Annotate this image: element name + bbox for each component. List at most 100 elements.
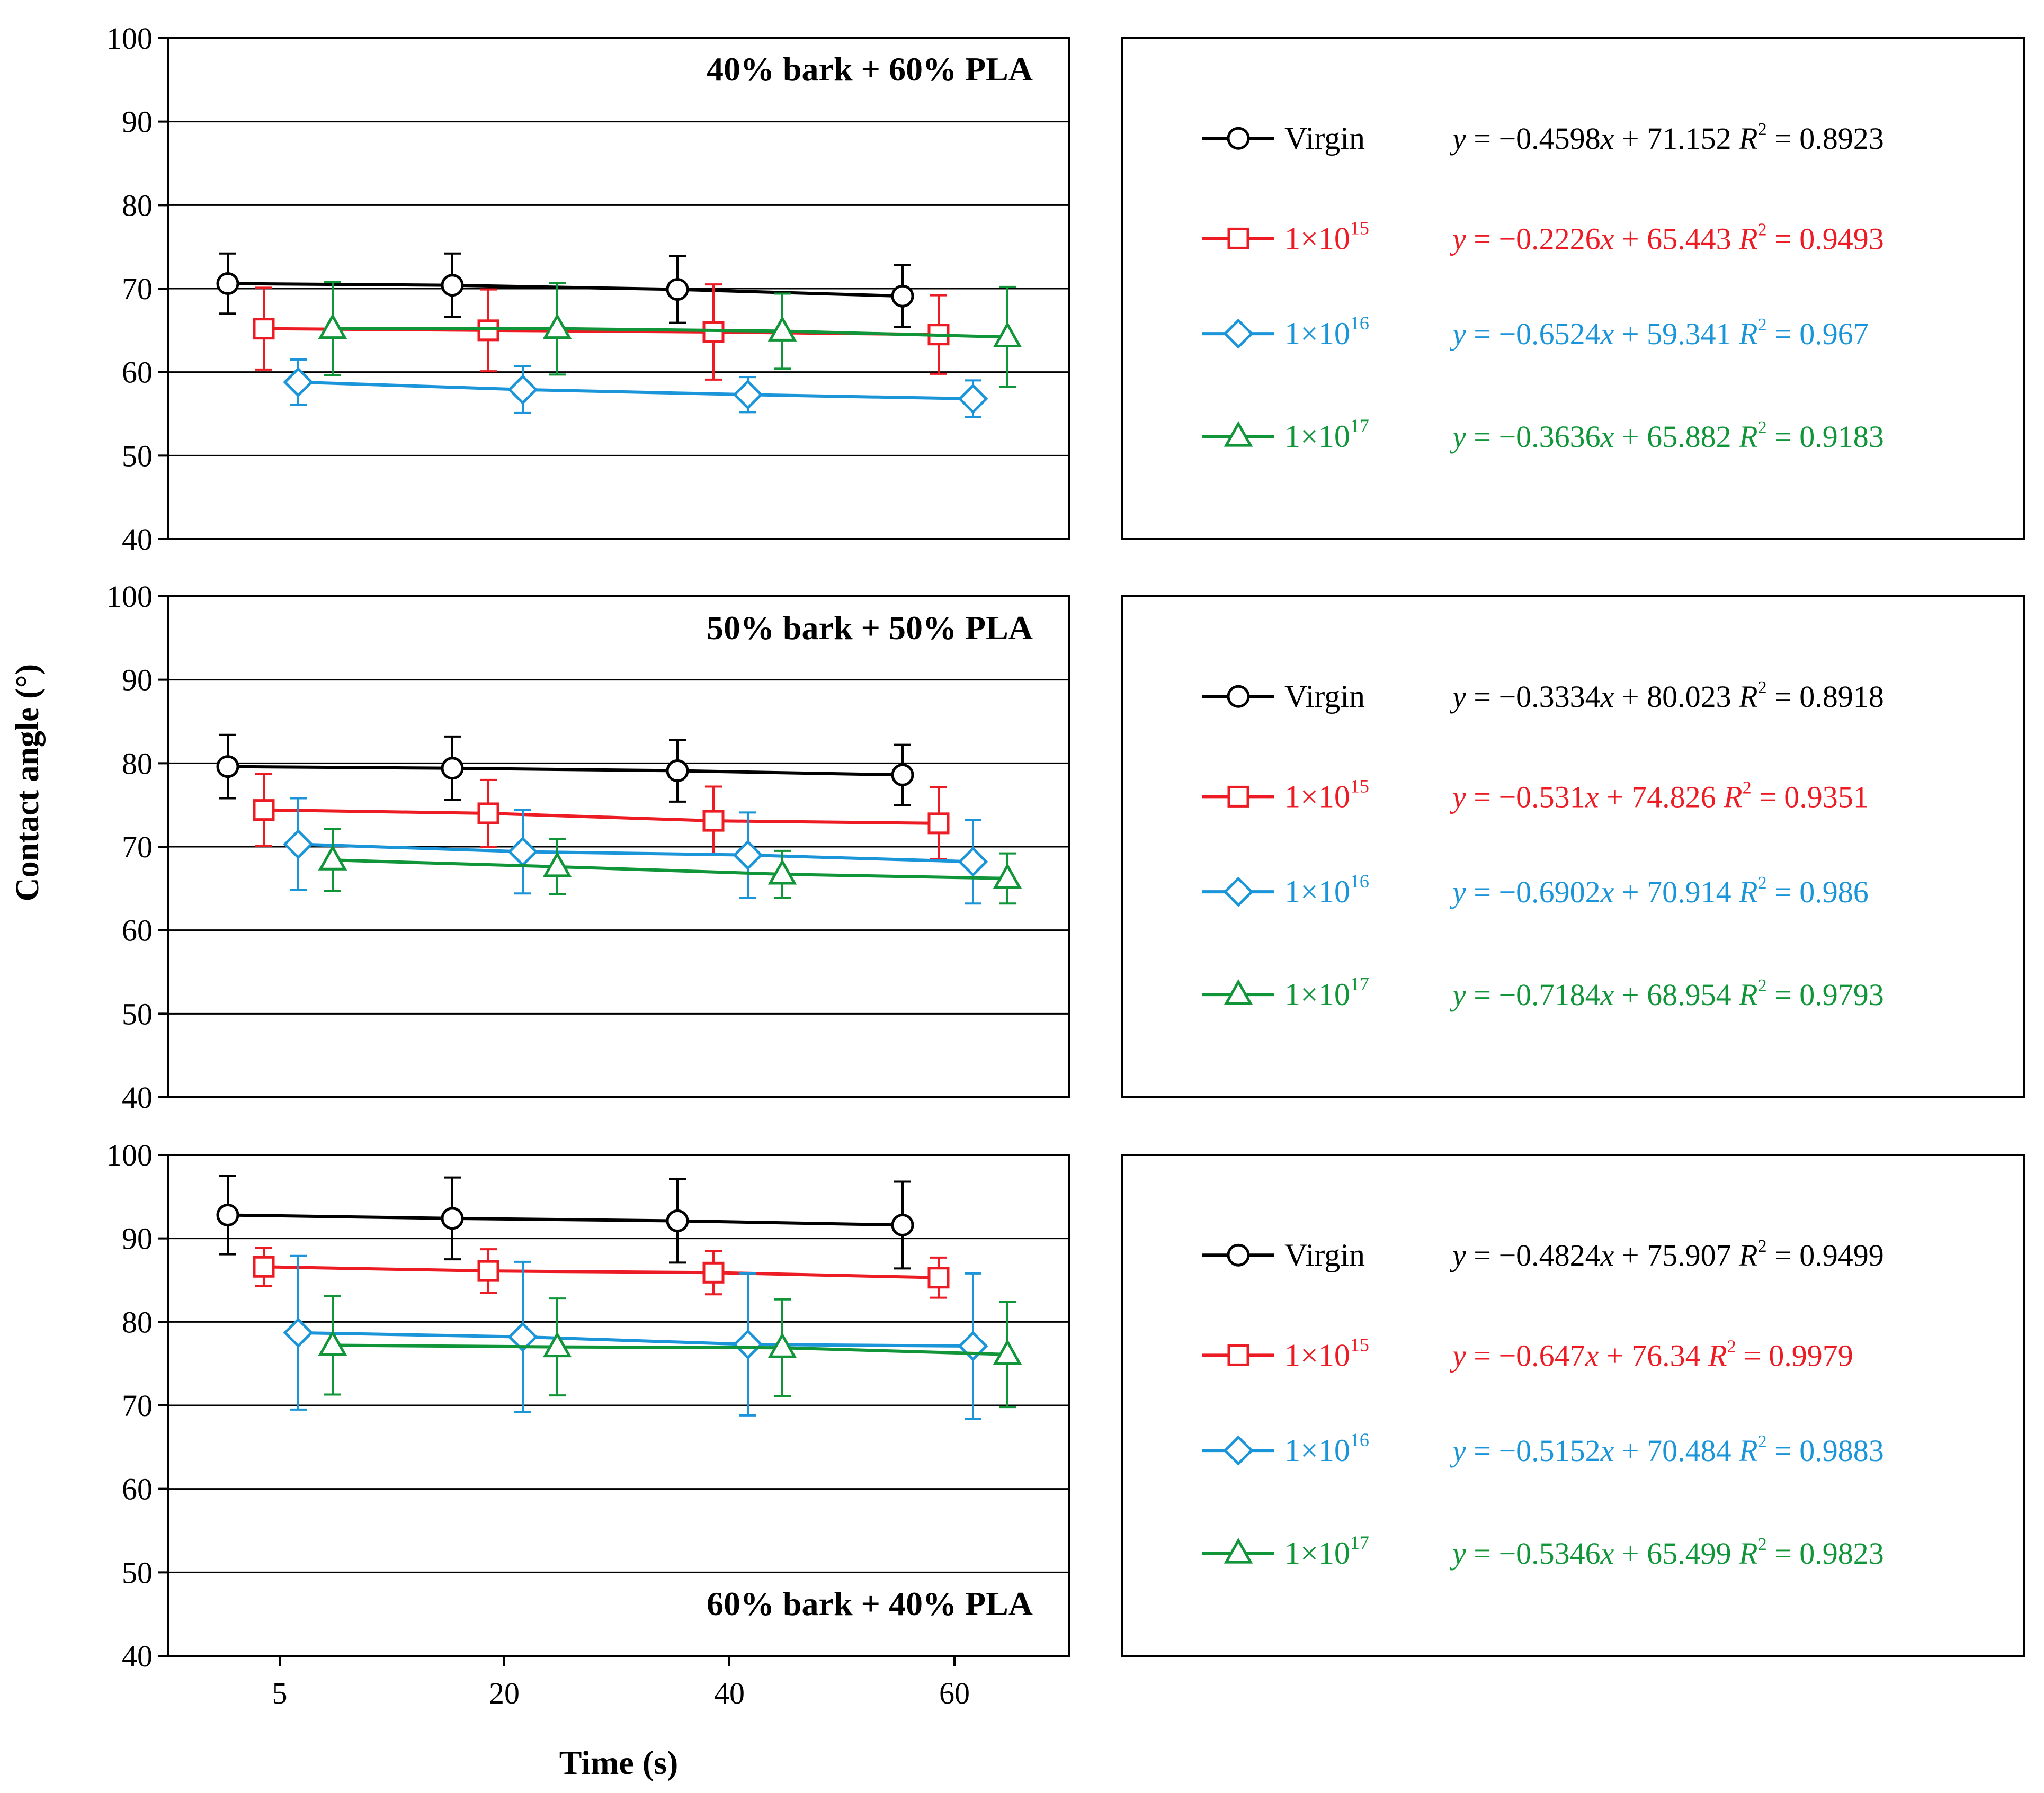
equation-part: 2 bbox=[1758, 1236, 1767, 1256]
panel-title: 60% bark + 40% PLA bbox=[707, 1585, 1033, 1622]
equation-part: = 0.9183 bbox=[1767, 419, 1884, 454]
legend-marker bbox=[1227, 1243, 1250, 1267]
equation-part: R bbox=[1738, 679, 1757, 714]
data-point bbox=[993, 863, 1022, 889]
legend-label-base: Virgin bbox=[1284, 679, 1365, 714]
equation-part: = 0.9493 bbox=[1767, 221, 1884, 256]
equation-part: y bbox=[1450, 1433, 1466, 1468]
equation-part: = 0.9883 bbox=[1767, 1433, 1884, 1468]
legend-frame bbox=[1121, 1154, 2025, 1657]
equation-part: = −0.3636 bbox=[1466, 419, 1601, 454]
y-tick-label: 100 bbox=[106, 579, 153, 614]
legend-label-exponent: 17 bbox=[1350, 1532, 1369, 1553]
panel-title: 40% bark + 60% PLA bbox=[707, 50, 1033, 88]
equation-part: = −0.5152 bbox=[1466, 1433, 1601, 1468]
data-point bbox=[958, 846, 988, 877]
data-point bbox=[441, 1207, 464, 1230]
legend-label-base: 1×10 bbox=[1284, 1433, 1350, 1468]
equation-part: = 0.8918 bbox=[1767, 679, 1884, 714]
equation-part: y bbox=[1450, 679, 1466, 714]
equation-part: + 68.954 bbox=[1614, 978, 1739, 1012]
data-point bbox=[318, 845, 347, 871]
regression-equation: y = −0.6524x + 59.341 R2 = 0.967 bbox=[1450, 315, 1869, 351]
legend-marker bbox=[1227, 685, 1250, 708]
legend-label-exponent: 15 bbox=[1350, 1334, 1369, 1355]
equation-part: y bbox=[1450, 1238, 1466, 1272]
series-1e16 bbox=[283, 358, 988, 418]
legend-label: Virgin bbox=[1284, 1238, 1365, 1272]
data-point bbox=[891, 1213, 914, 1236]
series-1e16 bbox=[283, 1254, 988, 1420]
equation-part: = 0.9499 bbox=[1767, 1238, 1884, 1272]
series-line bbox=[298, 1331, 974, 1348]
equation-part: = 0.9351 bbox=[1752, 779, 1869, 814]
data-point bbox=[702, 1261, 725, 1284]
equation-part: R bbox=[1738, 1433, 1757, 1468]
legend-panel-3: Virgin y = −0.4824x + 75.907 R2 = 0.94991… bbox=[1121, 1154, 2025, 1657]
equation-part: = 0.8923 bbox=[1767, 121, 1884, 156]
legend-label-exponent: 16 bbox=[1350, 1429, 1369, 1450]
equation-part: = 0.9823 bbox=[1767, 1536, 1884, 1571]
data-point bbox=[507, 374, 538, 405]
series-Virgin bbox=[216, 733, 914, 806]
chart-panel-2: 40 50 60 70 80 90 100 50% bark + 50% PLA bbox=[106, 579, 1070, 1115]
equation-part: y bbox=[1450, 1536, 1466, 1571]
equation-part: + 59.341 bbox=[1614, 317, 1739, 351]
regression-equation: y = −0.647x + 76.34 R2 = 0.9979 bbox=[1450, 1337, 1853, 1373]
data-point bbox=[253, 799, 275, 821]
equation-part: x bbox=[1600, 221, 1614, 256]
y-tick-label: 90 bbox=[122, 105, 153, 139]
y-tick-label: 80 bbox=[122, 746, 153, 781]
data-point bbox=[283, 1317, 314, 1348]
series-line bbox=[263, 808, 939, 825]
x-tick-label: 40 bbox=[714, 1676, 745, 1710]
equation-part: 2 bbox=[1743, 778, 1752, 797]
series-line bbox=[227, 765, 903, 777]
y-tick-label: 100 bbox=[106, 21, 153, 56]
equation-part: 2 bbox=[1727, 1337, 1736, 1356]
data-point bbox=[216, 272, 239, 295]
equation-part: y bbox=[1450, 978, 1466, 1012]
data-point bbox=[993, 1339, 1022, 1365]
x-tick-label: 5 bbox=[272, 1676, 288, 1710]
legend-marker bbox=[1227, 1344, 1249, 1366]
legend-label: 1×1017 bbox=[1284, 415, 1369, 454]
regression-equation: y = −0.5152x + 70.484 R2 = 0.9883 bbox=[1450, 1432, 1884, 1468]
equation-part: R bbox=[1723, 779, 1742, 814]
y-tick-label: 50 bbox=[122, 997, 153, 1031]
legend-label-base: 1×10 bbox=[1284, 874, 1350, 909]
series-line bbox=[227, 1213, 903, 1227]
data-point bbox=[767, 316, 797, 342]
equation-part: R bbox=[1708, 1338, 1727, 1373]
equation-part: x bbox=[1600, 317, 1614, 351]
legend-marker bbox=[1223, 1435, 1254, 1466]
equation-part: x bbox=[1600, 121, 1614, 156]
data-point bbox=[767, 1332, 797, 1358]
legend-label-base: 1×10 bbox=[1284, 1536, 1350, 1571]
equation-part: 2 bbox=[1758, 418, 1767, 437]
data-point bbox=[216, 1204, 239, 1227]
equation-part: + 65.499 bbox=[1614, 1536, 1739, 1571]
data-point bbox=[253, 1256, 275, 1278]
data-point bbox=[216, 755, 239, 778]
equation-part: + 65.882 bbox=[1614, 419, 1739, 454]
equation-part: + 75.907 bbox=[1614, 1238, 1739, 1272]
series-1e17 bbox=[318, 828, 1022, 905]
y-tick-label: 70 bbox=[122, 272, 153, 306]
y-tick-label: 70 bbox=[122, 830, 153, 864]
data-point bbox=[477, 1260, 499, 1282]
legend-label-exponent: 17 bbox=[1350, 973, 1369, 994]
equation-part: x bbox=[1600, 419, 1614, 454]
series-line bbox=[298, 380, 974, 401]
series-1e17 bbox=[318, 1295, 1022, 1409]
regression-equation: y = −0.531x + 74.826 R2 = 0.9351 bbox=[1450, 778, 1869, 814]
y-tick-label: 40 bbox=[122, 1080, 153, 1115]
regression-equation: y = −0.4598x + 71.152 R2 = 0.8923 bbox=[1450, 120, 1884, 156]
data-point bbox=[441, 757, 464, 780]
legend-marker bbox=[1224, 979, 1253, 1005]
equation-part: y bbox=[1450, 875, 1466, 909]
equation-part: y bbox=[1450, 121, 1466, 156]
equation-part: x bbox=[1600, 1433, 1614, 1468]
equation-part: + 74.826 bbox=[1599, 779, 1724, 814]
regression-equation: y = −0.5346x + 65.499 R2 = 0.9823 bbox=[1450, 1535, 1884, 1571]
